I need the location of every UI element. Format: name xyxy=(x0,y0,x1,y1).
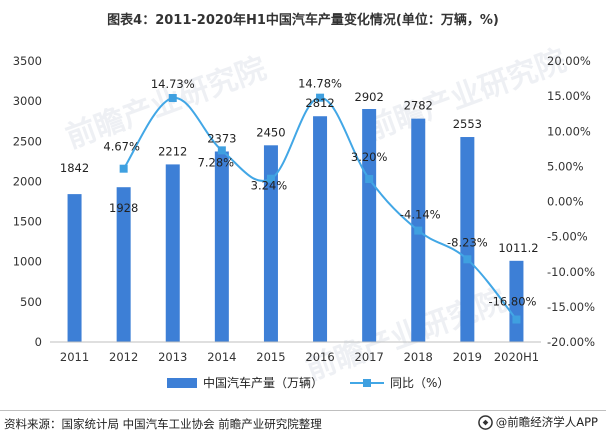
right-axis-tick-label: -5.00% xyxy=(547,230,588,244)
line-value-label: 14.73% xyxy=(151,77,195,91)
line-point xyxy=(119,164,128,173)
x-axis-tick-label: 2016 xyxy=(305,350,334,364)
left-axis-tick-label: 2500 xyxy=(13,134,42,148)
bar-value-label: 2902 xyxy=(355,90,384,104)
x-axis-tick-label: 2012 xyxy=(109,350,138,364)
line-point xyxy=(168,94,177,103)
brand: @前瞻经济学人APP xyxy=(477,414,598,430)
line-value-label: 7.28% xyxy=(198,155,235,169)
bar-value-label: 2373 xyxy=(207,131,236,145)
x-axis-tick-label: 2011 xyxy=(60,350,89,364)
bar xyxy=(214,151,229,342)
chart-svg: 1842 1928 2212 2373 2450 2812 2902 2782 2553 1011… xyxy=(13,54,595,390)
bar-value-label: 1928 xyxy=(109,201,138,215)
brand-logo-icon xyxy=(477,414,493,430)
footer-divider xyxy=(0,410,606,411)
left-axis-tick-label: 2000 xyxy=(13,174,42,188)
left-axis-tick-label: 500 xyxy=(20,295,42,309)
legend-bar-swatch xyxy=(167,378,197,388)
right-axis-tick-label: -10.00% xyxy=(547,265,595,279)
line-value-label: 3.20% xyxy=(351,150,388,164)
x-axis-tick-label: 2013 xyxy=(158,350,187,364)
bar-value-label: 2450 xyxy=(256,125,285,139)
line-value-label: 14.78% xyxy=(298,77,342,91)
bar-value-label: 1011.2 xyxy=(498,241,538,255)
line-series xyxy=(119,93,521,324)
x-axis-tick-label: 2018 xyxy=(404,350,433,364)
right-axis-tick-label: 15.00% xyxy=(547,89,591,103)
legend: 中国汽车产量（万辆） 同比（%） xyxy=(167,375,449,390)
bar xyxy=(165,164,180,342)
bar-value-label: 2782 xyxy=(404,99,433,113)
bar-value-label: 2212 xyxy=(158,144,187,158)
source-text: 资料来源：国家统计局 中国汽车工业协会 前瞻产业研究院整理 xyxy=(4,417,322,431)
x-axis-tick-label: 2019 xyxy=(453,350,482,364)
line-point xyxy=(414,226,423,235)
right-axis-tick-label: 0.00% xyxy=(547,195,584,209)
brand-text: @前瞻经济学人APP xyxy=(495,415,598,429)
bar-value-label: 1842 xyxy=(60,161,89,175)
line-value-label: -16.80% xyxy=(488,295,536,309)
bar xyxy=(116,187,131,342)
right-axis-tick-label: -20.00% xyxy=(547,335,595,349)
bar xyxy=(313,116,328,342)
bar-value-label: 2812 xyxy=(305,96,334,110)
line-value-label: -4.14% xyxy=(400,208,441,222)
x-axis-tick-label: 2020H1 xyxy=(494,350,539,364)
right-axis-tick-label: -15.00% xyxy=(547,300,595,314)
line-point xyxy=(217,146,226,155)
line-value-label: 4.67% xyxy=(103,140,140,154)
bar xyxy=(460,137,475,342)
line-point xyxy=(266,174,275,183)
line-point xyxy=(463,255,472,264)
line-point xyxy=(365,175,374,184)
left-axis-tick-label: 3500 xyxy=(13,54,42,68)
line-value-label: 3.24% xyxy=(251,179,288,193)
line-value-label: -8.23% xyxy=(447,235,488,249)
x-axis-tick-label: 2017 xyxy=(355,350,384,364)
left-axis-tick-label: 3000 xyxy=(13,94,42,108)
left-axis-tick-label: 1500 xyxy=(13,215,42,229)
right-axis-tick-label: 5.00% xyxy=(547,159,584,173)
bar-value-label: 2553 xyxy=(453,117,482,131)
legend-bar-label: 中国汽车产量（万辆） xyxy=(203,375,323,390)
left-axis-tick-label: 1000 xyxy=(13,255,42,269)
line-point xyxy=(316,93,325,102)
bar xyxy=(362,109,377,342)
right-axis-tick-label: 20.00% xyxy=(547,54,591,68)
chart-title: 图表4：2011-2020年H1中国汽车产量变化情况(单位：万辆，%) xyxy=(107,13,499,28)
legend-line-marker xyxy=(363,379,371,387)
right-axis-tick-label: 10.00% xyxy=(547,124,591,138)
bar xyxy=(67,194,82,342)
axes: 0 500 1000 1500 2000 2500 3000 3500 -20.00% -15.0… xyxy=(13,54,595,364)
data-labels: 1842 1928 2212 2373 2450 2812 2902 2782 2553 1011… xyxy=(60,77,539,309)
bar xyxy=(263,145,278,342)
x-axis-tick-label: 2014 xyxy=(207,350,236,364)
legend-line-label: 同比（%） xyxy=(390,376,449,390)
left-axis-tick-label: 0 xyxy=(35,335,42,349)
line-point xyxy=(512,315,521,324)
x-axis-tick-label: 2015 xyxy=(256,350,285,364)
